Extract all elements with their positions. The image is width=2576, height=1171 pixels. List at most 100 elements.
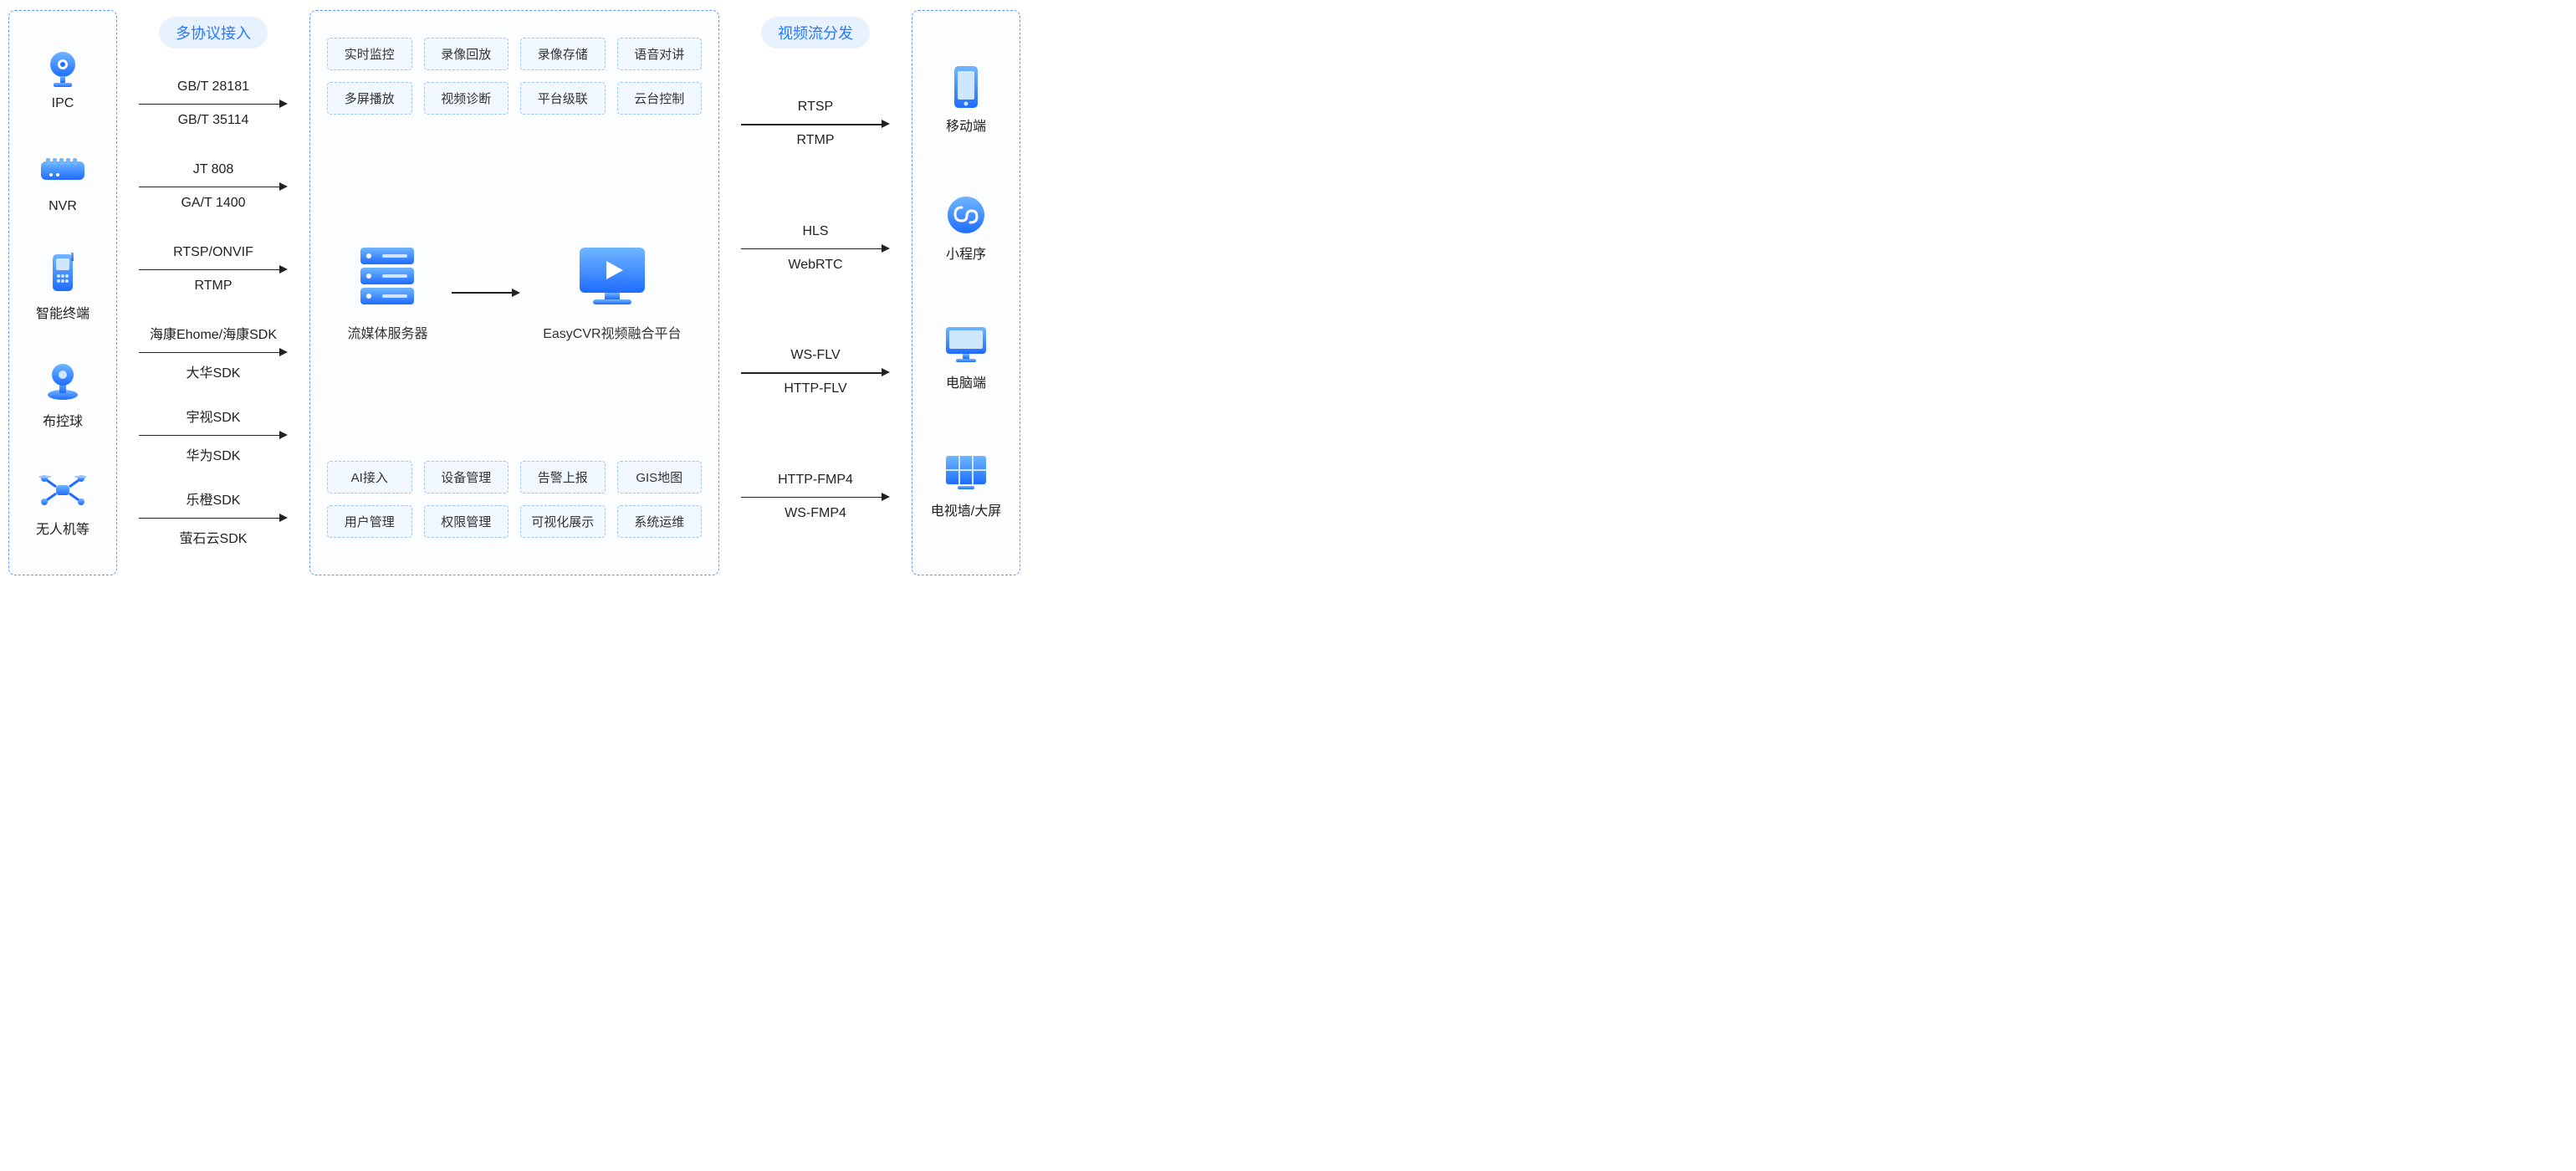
protocol-arrow: 乐橙SDK 萤石云SDK (117, 476, 309, 559)
stream-arrow: RTSP RTMP (719, 62, 912, 187)
ingress-arrows-column: 多协议接入 GB/T 28181 GB/T 35114 JT 808 GA/T … (117, 10, 309, 575)
arrow-right-icon (736, 244, 895, 253)
feature-box: 用户管理 (327, 505, 412, 538)
client-desktop: 电脑端 (941, 323, 991, 391)
platform-label: EasyCVR视频融合平台 (543, 322, 681, 342)
desktop-icon (941, 323, 991, 365)
device-label: IPC (38, 96, 88, 111)
protocol-label: GB/T 28181 (177, 79, 249, 95)
nvr-icon (38, 151, 88, 192)
arrow-right-icon (736, 493, 895, 501)
protocol-label: RTSP/ONVIF (173, 245, 253, 260)
phone-icon (941, 66, 991, 108)
feature-box: 可视化展示 (520, 505, 606, 538)
features-bottom-grid: AI接入 设备管理 告警上报 GIS地图 用户管理 权限管理 可视化展示 系统运… (327, 461, 702, 538)
miniprogram-icon (941, 194, 991, 236)
feature-box: GIS地图 (617, 461, 703, 493)
features-top-grid: 实时监控 录像回放 录像存储 语音对讲 多屏播放 视频诊断 平台级联 云台控制 (327, 38, 702, 115)
egress-arrows-column: 视频流分发 RTSP RTMP HLS WebRTC WS-FLV HTTP-F… (719, 10, 912, 575)
feature-box: 视频诊断 (424, 82, 509, 115)
easycvr-platform: EasyCVR视频融合平台 (543, 244, 681, 342)
media-server-label: 流媒体服务器 (347, 322, 427, 342)
feature-box: 设备管理 (424, 461, 509, 493)
client-label: 小程序 (941, 243, 991, 263)
device-ptz-ball: 布控球 (38, 361, 88, 430)
platform-column: 实时监控 录像回放 录像存储 语音对讲 多屏播放 视频诊断 平台级联 云台控制 … (309, 10, 719, 575)
architecture-diagram: IPC NVR 智能终端 (8, 10, 1280, 575)
client-label: 电脑端 (941, 371, 991, 391)
stream-label: WS-FLV (790, 348, 840, 363)
protocol-arrow: GB/T 28181 GB/T 35114 (117, 62, 309, 145)
stream-arrow: WS-FLV HTTP-FLV (719, 310, 912, 435)
stream-label: HTTP-FLV (784, 381, 846, 396)
stream-label: HLS (802, 224, 828, 239)
arrow-right-icon (134, 431, 293, 439)
protocol-label: 华为SDK (187, 444, 241, 464)
device-label: 布控球 (38, 410, 88, 430)
client-label: 电视墙/大屏 (931, 499, 1001, 519)
protocol-label: 乐橙SDK (187, 488, 241, 509)
tvwall-icon (941, 451, 991, 493)
feature-box: 系统运维 (617, 505, 703, 538)
stream-label: RTMP (796, 133, 834, 148)
camera-icon (38, 48, 88, 89)
feature-box: 权限管理 (424, 505, 509, 538)
stream-arrow: HLS WebRTC (719, 187, 912, 311)
arrow-right-icon (452, 292, 519, 294)
ptz-icon (38, 361, 88, 403)
arrow-right-icon (736, 368, 895, 376)
protocol-arrow: 海康Ehome/海康SDK 大华SDK (117, 310, 309, 393)
client-tvwall: 电视墙/大屏 (931, 451, 1001, 519)
stream-label: WS-FMP4 (785, 506, 846, 521)
device-label: 智能终端 (36, 302, 89, 322)
stream-label: WebRTC (788, 258, 842, 273)
arrow-right-icon (134, 265, 293, 274)
client-label: 移动端 (941, 115, 991, 135)
feature-box: 实时监控 (327, 38, 412, 70)
monitor-play-icon (543, 244, 681, 312)
device-nvr: NVR (38, 151, 88, 214)
arrow-right-icon (134, 348, 293, 356)
device-label: NVR (38, 199, 88, 214)
protocol-arrow: JT 808 GA/T 1400 (117, 145, 309, 228)
feature-box: 云台控制 (617, 82, 703, 115)
protocol-label: 萤石云SDK (180, 527, 248, 547)
clients-column: 移动端 小程序 电脑端 (912, 10, 1020, 575)
protocol-arrow: 宇视SDK 华为SDK (117, 393, 309, 476)
protocol-arrow: RTSP/ONVIF RTMP (117, 228, 309, 310)
ingress-title: 多协议接入 (159, 17, 268, 49)
feature-box: 录像存储 (520, 38, 606, 70)
device-smart-terminal: 智能终端 (36, 253, 89, 322)
protocol-label: RTMP (194, 279, 232, 294)
device-label: 无人机等 (36, 518, 89, 538)
client-miniprogram: 小程序 (941, 194, 991, 263)
protocol-label: JT 808 (193, 162, 234, 177)
arrow-right-icon (134, 182, 293, 191)
drone-icon (38, 469, 88, 511)
arrow-right-icon (736, 120, 895, 128)
egress-title: 视频流分发 (761, 17, 870, 49)
protocol-label: 大华SDK (187, 361, 241, 381)
protocol-label: GA/T 1400 (181, 196, 245, 211)
arrow-right-icon (134, 100, 293, 108)
feature-box: AI接入 (327, 461, 412, 493)
stream-label: RTSP (798, 100, 833, 115)
stream-label: HTTP-FMP4 (778, 473, 853, 488)
stream-arrow: HTTP-FMP4 WS-FMP4 (719, 435, 912, 560)
device-ipc: IPC (38, 48, 88, 111)
feature-box: 平台级联 (520, 82, 606, 115)
protocol-label: 海康Ehome/海康SDK (150, 323, 277, 343)
arrow-right-icon (134, 514, 293, 522)
client-mobile: 移动端 (941, 66, 991, 135)
handheld-icon (38, 253, 88, 295)
device-drone: 无人机等 (36, 469, 89, 538)
feature-box: 语音对讲 (617, 38, 703, 70)
feature-box: 录像回放 (424, 38, 509, 70)
feature-box: 多屏播放 (327, 82, 412, 115)
protocol-label: GB/T 35114 (178, 113, 249, 128)
server-icon (347, 244, 427, 312)
devices-column: IPC NVR 智能终端 (8, 10, 117, 575)
platform-middle: 流媒体服务器 EasyCVR视频融合平台 (327, 125, 702, 461)
protocol-label: 宇视SDK (187, 406, 241, 426)
media-server: 流媒体服务器 (347, 244, 427, 342)
